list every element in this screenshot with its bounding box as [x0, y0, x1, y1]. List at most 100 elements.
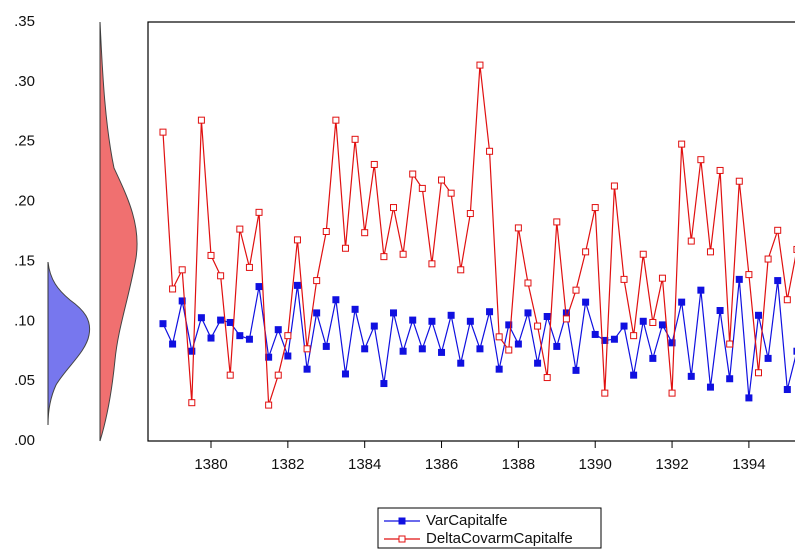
legend-label: VarCapitalfe: [426, 512, 507, 529]
point-marker: [679, 299, 685, 305]
point-marker: [525, 310, 531, 316]
point-marker: [487, 148, 493, 154]
point-marker: [707, 384, 713, 390]
y-tick-label: .35: [14, 13, 35, 30]
point-marker: [717, 167, 723, 173]
point-marker: [756, 370, 762, 376]
series-line: [163, 279, 795, 398]
point-marker: [371, 161, 377, 167]
point-marker: [285, 353, 291, 359]
y-tick-label: .30: [14, 73, 35, 90]
point-marker: [573, 367, 579, 373]
point-marker: [381, 381, 387, 387]
plot-frame: [148, 22, 795, 441]
point-marker: [727, 376, 733, 382]
point-marker: [698, 157, 704, 163]
x-tick-label: 1386: [425, 456, 458, 473]
point-marker: [515, 341, 521, 347]
point-marker: [496, 334, 502, 340]
point-marker: [400, 348, 406, 354]
point-marker: [496, 366, 502, 372]
point-marker: [602, 390, 608, 396]
point-marker: [573, 287, 579, 293]
point-marker: [323, 229, 329, 235]
point-marker: [304, 346, 310, 352]
point-marker: [218, 317, 224, 323]
point-marker: [227, 319, 233, 325]
point-marker: [611, 336, 617, 342]
point-marker: [506, 347, 512, 353]
point-marker: [371, 323, 377, 329]
point-marker: [583, 299, 589, 305]
point-marker: [669, 390, 675, 396]
point-marker: [458, 360, 464, 366]
y-tick-label: .05: [14, 372, 35, 389]
point-marker: [314, 310, 320, 316]
legend-marker: [399, 536, 405, 542]
point-marker: [439, 177, 445, 183]
point-marker: [640, 318, 646, 324]
x-tick-label: 1388: [502, 456, 535, 473]
point-marker: [650, 319, 656, 325]
point-marker: [592, 331, 598, 337]
point-marker: [266, 402, 272, 408]
point-marker: [467, 211, 473, 217]
point-marker: [391, 205, 397, 211]
point-marker: [400, 251, 406, 257]
point-marker: [237, 333, 243, 339]
point-marker: [707, 249, 713, 255]
point-marker: [477, 346, 483, 352]
point-marker: [525, 280, 531, 286]
point-marker: [736, 276, 742, 282]
density-blue: [48, 262, 90, 425]
point-marker: [179, 267, 185, 273]
point-marker: [160, 321, 166, 327]
x-tick-label: 1384: [348, 456, 381, 473]
point-marker: [659, 275, 665, 281]
point-marker: [765, 256, 771, 262]
point-marker: [256, 284, 262, 290]
point-marker: [717, 308, 723, 314]
x-tick-label: 1382: [271, 456, 304, 473]
point-marker: [621, 323, 627, 329]
point-marker: [535, 360, 541, 366]
point-marker: [352, 306, 358, 312]
point-marker: [554, 343, 560, 349]
point-marker: [775, 227, 781, 233]
point-marker: [362, 230, 368, 236]
density-red: [100, 22, 137, 441]
point-marker: [429, 318, 435, 324]
y-tick-label: .10: [14, 312, 35, 329]
point-marker: [477, 62, 483, 68]
point-marker: [784, 387, 790, 393]
point-marker: [592, 205, 598, 211]
point-marker: [736, 178, 742, 184]
point-marker: [208, 335, 214, 341]
point-marker: [544, 375, 550, 381]
point-marker: [227, 372, 233, 378]
point-marker: [275, 327, 281, 333]
point-marker: [419, 185, 425, 191]
point-marker: [688, 373, 694, 379]
x-tick-label: 1394: [732, 456, 765, 473]
point-marker: [756, 312, 762, 318]
point-marker: [429, 261, 435, 267]
point-marker: [208, 252, 214, 258]
point-marker: [611, 183, 617, 189]
point-marker: [170, 286, 176, 292]
point-marker: [544, 313, 550, 319]
point-marker: [333, 117, 339, 123]
point-marker: [515, 225, 521, 231]
point-marker: [160, 129, 166, 135]
plot-area: [160, 62, 795, 408]
series-line: [163, 65, 795, 405]
point-marker: [688, 238, 694, 244]
point-marker: [410, 171, 416, 177]
point-marker: [448, 190, 454, 196]
point-marker: [381, 254, 387, 260]
point-marker: [170, 341, 176, 347]
point-marker: [659, 322, 665, 328]
point-marker: [765, 355, 771, 361]
legend-marker: [399, 518, 405, 524]
